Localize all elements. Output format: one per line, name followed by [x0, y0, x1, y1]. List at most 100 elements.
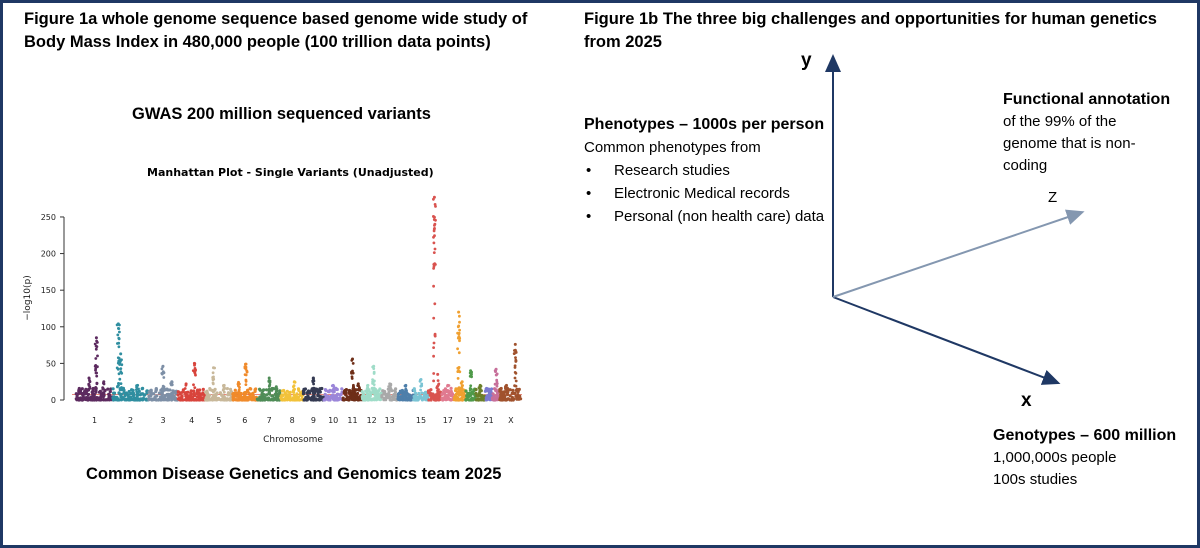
data-point	[267, 398, 271, 402]
x-axis-label: Chromosome	[263, 435, 323, 445]
y-tick-label: 0	[51, 396, 56, 405]
data-point	[96, 354, 99, 358]
data-point	[461, 384, 464, 387]
data-point	[205, 393, 209, 397]
data-point	[483, 389, 487, 393]
data-point	[162, 371, 166, 375]
data-point	[351, 371, 355, 375]
data-point-peak	[388, 382, 392, 386]
list-item: • Personal (non health care) data	[584, 205, 854, 228]
data-point-peak	[102, 380, 106, 384]
data-point	[432, 379, 435, 383]
data-point	[106, 387, 110, 391]
data-point-peak	[460, 380, 464, 384]
data-point	[456, 336, 460, 340]
data-point	[211, 395, 215, 399]
data-point	[96, 396, 100, 401]
data-point-peak	[237, 380, 240, 384]
data-point	[456, 398, 460, 402]
data-point	[112, 395, 116, 399]
data-point	[94, 386, 98, 389]
data-point	[223, 395, 226, 398]
data-point	[194, 373, 197, 377]
data-point	[511, 398, 515, 402]
bullet-icon: •	[586, 185, 592, 202]
data-point	[345, 395, 349, 399]
data-point	[244, 383, 248, 386]
data-point	[426, 389, 430, 393]
data-point	[514, 388, 519, 392]
data-point	[127, 396, 132, 400]
data-point	[117, 391, 121, 395]
data-point	[244, 395, 248, 399]
data-point	[118, 330, 121, 334]
data-point	[513, 391, 517, 395]
data-point	[503, 394, 507, 398]
data-point	[193, 394, 197, 398]
data-point	[432, 354, 435, 358]
data-point	[379, 391, 383, 395]
data-point	[432, 341, 436, 345]
data-point	[457, 351, 461, 355]
data-point	[304, 396, 308, 400]
data-point	[183, 387, 187, 390]
data-point	[94, 357, 98, 360]
data-point	[147, 394, 151, 398]
data-point	[119, 359, 122, 363]
data-point	[283, 391, 287, 395]
data-point	[505, 398, 509, 401]
data-point	[97, 390, 102, 394]
data-point	[371, 389, 375, 393]
x-tick-label: 9	[311, 416, 316, 425]
data-point	[88, 385, 92, 389]
data-point-peak	[469, 369, 473, 373]
data-point	[461, 395, 464, 399]
data-point	[91, 386, 95, 391]
data-point	[511, 388, 515, 392]
data-point	[233, 388, 237, 392]
data-point	[366, 394, 370, 398]
data-point	[135, 393, 139, 396]
data-point	[257, 398, 261, 402]
data-point	[394, 387, 398, 391]
data-point	[92, 397, 96, 401]
data-point	[362, 397, 366, 401]
data-point	[160, 392, 164, 396]
data-point	[211, 382, 215, 386]
bullet-icon: •	[586, 162, 592, 179]
data-point	[233, 391, 237, 395]
data-point	[456, 391, 459, 395]
phenotypes-heading: Phenotypes – 1000s per person	[584, 116, 825, 133]
data-point	[427, 398, 431, 402]
data-point	[197, 388, 201, 392]
data-point	[238, 386, 241, 389]
data-point	[198, 395, 202, 399]
data-point	[122, 388, 126, 392]
data-point-peak	[222, 383, 226, 387]
data-point	[86, 398, 90, 402]
data-point	[380, 394, 384, 398]
data-point-peak	[244, 362, 248, 366]
data-point	[131, 397, 135, 401]
data-point	[505, 393, 510, 397]
data-point	[316, 392, 320, 396]
data-point	[513, 371, 517, 374]
data-point	[478, 389, 482, 393]
data-point	[270, 394, 274, 398]
data-point	[316, 398, 320, 402]
data-point	[292, 393, 296, 397]
data-point	[112, 391, 117, 395]
data-point	[169, 383, 173, 387]
data-point-peak	[119, 352, 123, 356]
data-point	[185, 397, 189, 400]
data-point	[275, 398, 279, 401]
data-point	[95, 381, 99, 385]
data-point	[282, 397, 286, 401]
data-point	[149, 388, 153, 392]
data-point	[117, 372, 121, 376]
data-point	[469, 372, 473, 376]
data-point	[188, 394, 192, 398]
data-point	[244, 373, 248, 377]
data-point	[235, 398, 239, 402]
